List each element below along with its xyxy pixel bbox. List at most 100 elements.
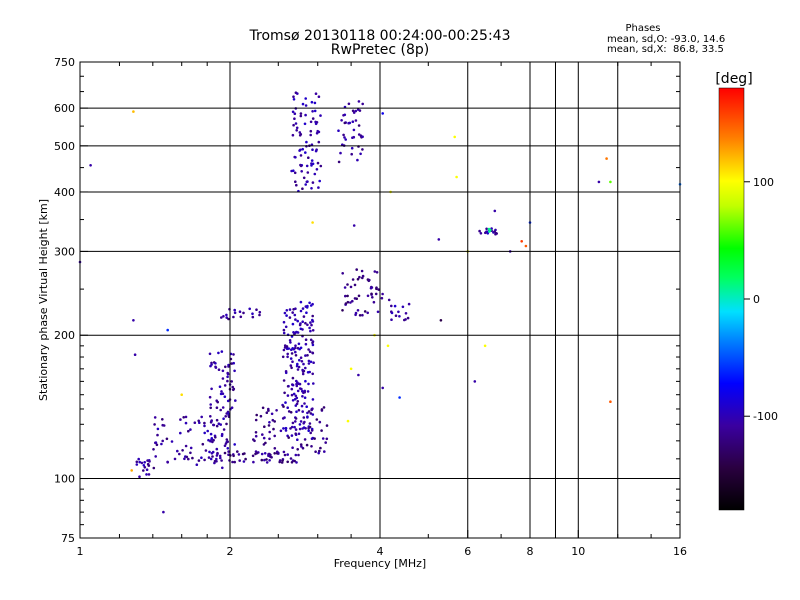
data-point xyxy=(268,430,272,434)
data-point xyxy=(307,410,311,413)
x-tick-label: 8 xyxy=(527,545,534,558)
data-point xyxy=(215,406,219,410)
data-point xyxy=(285,309,289,312)
data-point xyxy=(309,360,313,364)
data-point xyxy=(219,456,222,460)
data-point xyxy=(258,313,261,317)
data-point xyxy=(453,135,457,139)
data-point xyxy=(356,277,360,281)
data-point xyxy=(223,384,227,387)
data-point xyxy=(291,383,295,387)
data-point xyxy=(251,312,254,316)
data-point xyxy=(220,434,224,438)
data-point xyxy=(309,120,313,124)
data-point xyxy=(311,329,315,332)
data-point xyxy=(263,458,266,462)
data-point xyxy=(311,351,314,355)
data-point xyxy=(360,269,364,273)
data-point xyxy=(210,387,213,391)
data-point xyxy=(352,128,356,132)
data-point xyxy=(189,428,192,431)
y-tick-label: 400 xyxy=(54,186,75,199)
data-point xyxy=(227,412,230,415)
data-point xyxy=(301,446,305,450)
data-point xyxy=(222,315,225,318)
data-point xyxy=(282,379,286,382)
data-point xyxy=(219,423,222,426)
data-point xyxy=(484,231,487,235)
data-point xyxy=(284,370,288,373)
data-point xyxy=(300,445,303,448)
data-point xyxy=(301,102,305,106)
data-point xyxy=(299,164,303,168)
data-point xyxy=(173,457,177,461)
data-point xyxy=(265,411,269,415)
data-point xyxy=(317,95,321,98)
data-point xyxy=(361,313,364,317)
data-point xyxy=(227,365,230,368)
data-point xyxy=(215,457,218,461)
data-point xyxy=(356,108,360,111)
data-point xyxy=(300,404,304,408)
data-point xyxy=(161,423,164,427)
data-point xyxy=(223,395,227,399)
data-point xyxy=(290,387,294,391)
data-point xyxy=(355,268,359,271)
data-point xyxy=(282,405,285,408)
data-point xyxy=(299,309,303,313)
data-point xyxy=(212,438,215,442)
data-point xyxy=(181,449,184,452)
data-point xyxy=(304,338,308,342)
data-point xyxy=(270,412,274,416)
data-point xyxy=(252,460,255,464)
data-point xyxy=(232,353,235,356)
data-point xyxy=(230,362,233,365)
data-point xyxy=(312,361,315,365)
data-point xyxy=(305,443,309,447)
data-point xyxy=(147,473,151,476)
data-point xyxy=(290,393,294,397)
data-point xyxy=(143,466,147,469)
stats-line-x: mean, sd,X: 86.8, 33.5 xyxy=(607,44,724,55)
data-point xyxy=(142,464,146,467)
data-point xyxy=(265,461,269,464)
data-point xyxy=(189,446,193,450)
data-point xyxy=(197,419,200,423)
data-point xyxy=(298,387,302,390)
y-tick-label: 600 xyxy=(54,102,75,115)
data-point xyxy=(380,296,384,300)
data-point xyxy=(220,316,223,319)
data-point xyxy=(358,314,362,317)
data-point xyxy=(305,140,308,144)
data-point xyxy=(346,300,350,304)
data-point xyxy=(220,350,224,353)
data-point xyxy=(323,450,326,453)
data-point xyxy=(310,159,314,162)
data-point xyxy=(301,368,304,372)
data-point xyxy=(300,170,304,173)
data-point xyxy=(138,460,141,464)
data-point xyxy=(292,95,295,98)
data-point xyxy=(341,309,344,312)
data-point xyxy=(189,451,192,455)
data-point xyxy=(605,157,608,160)
data-point xyxy=(155,443,159,447)
data-point xyxy=(304,113,307,117)
data-point xyxy=(143,461,146,464)
data-point xyxy=(297,432,301,436)
data-point xyxy=(381,386,385,390)
data-point xyxy=(281,417,285,420)
data-point xyxy=(242,460,246,463)
x-tick-label: 4 xyxy=(377,545,384,558)
data-point xyxy=(135,463,139,466)
data-point xyxy=(303,438,307,441)
data-point xyxy=(306,371,310,374)
data-point xyxy=(347,121,350,125)
data-point xyxy=(407,302,411,306)
data-point xyxy=(226,399,230,403)
data-point xyxy=(309,321,312,324)
data-point xyxy=(209,432,213,436)
data-point xyxy=(292,392,296,396)
y-tick-label: 75 xyxy=(61,532,75,545)
data-point xyxy=(324,441,328,444)
